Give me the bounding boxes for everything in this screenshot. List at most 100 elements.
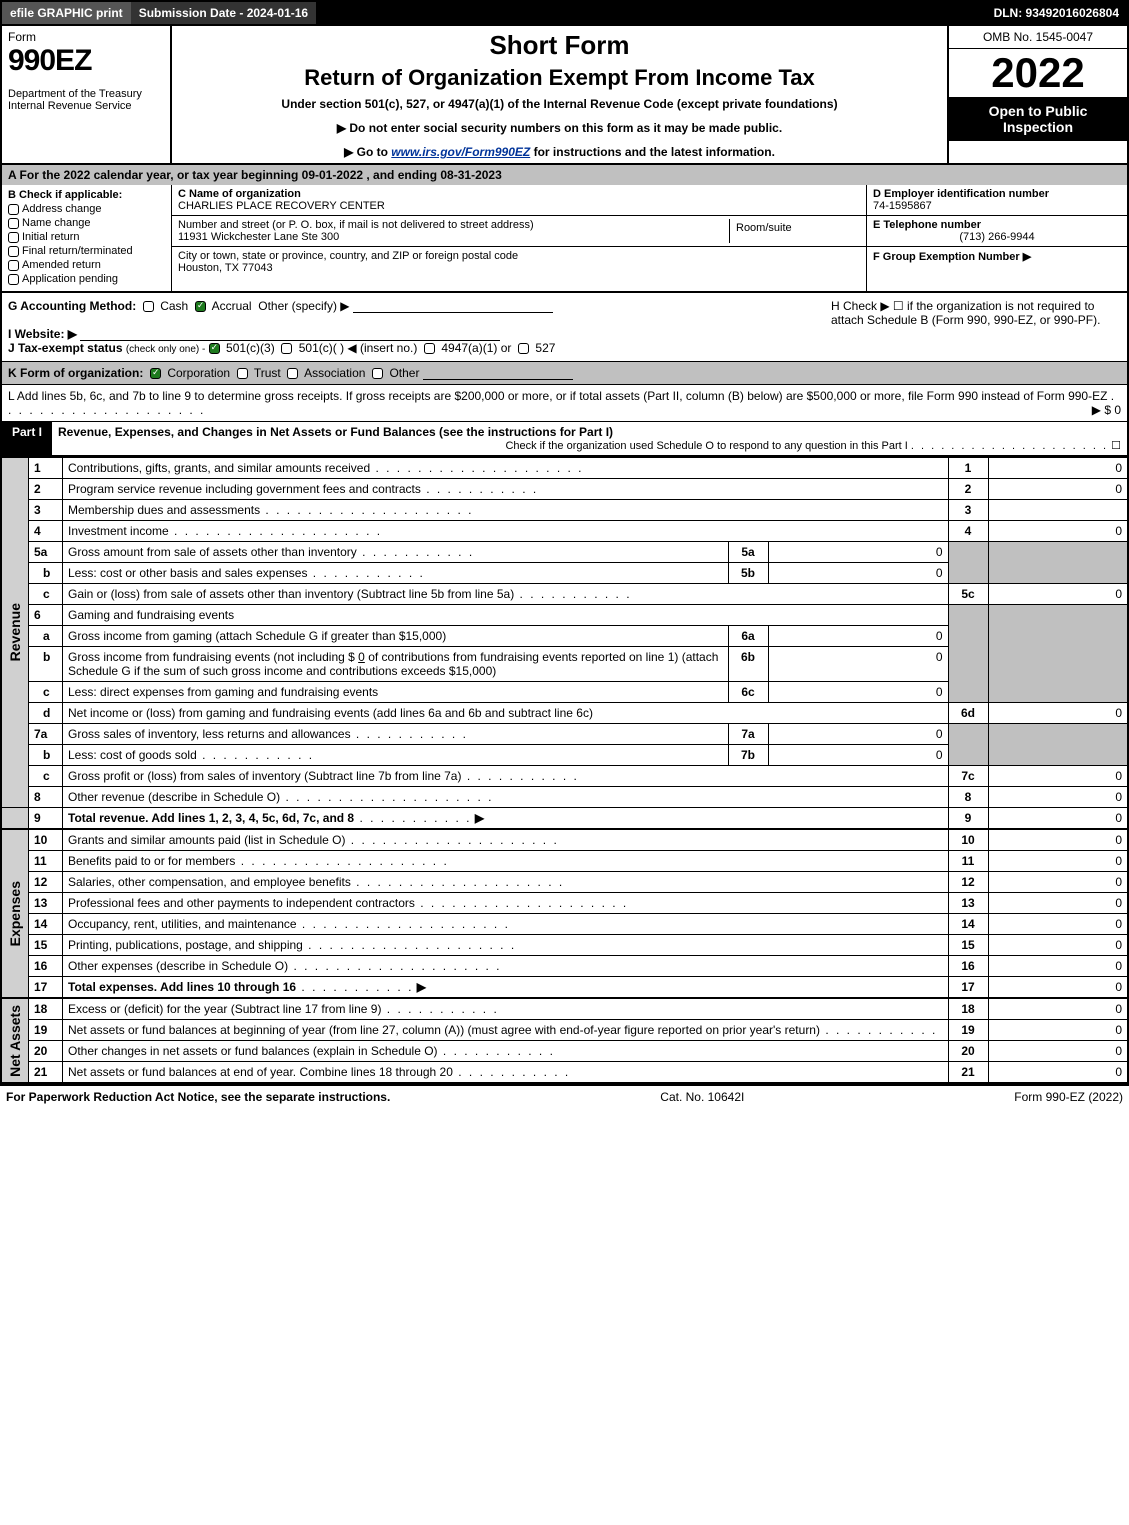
- table-row: Expenses 10 Grants and similar amounts p…: [1, 829, 1128, 851]
- opt-501c: 501(c)( ): [299, 341, 344, 355]
- opt-501c3: 501(c)(3): [226, 341, 275, 355]
- corp-label: Corporation: [167, 366, 230, 380]
- check-only-one: (check only one) -: [126, 344, 205, 355]
- check-amended-return[interactable]: Amended return: [8, 259, 165, 271]
- table-row: 20 Other changes in net assets or fund b…: [1, 1041, 1128, 1062]
- table-row: 16 Other expenses (describe in Schedule …: [1, 956, 1128, 977]
- table-row: Net Assets 18 Excess or (deficit) for th…: [1, 998, 1128, 1020]
- checkbox-icon[interactable]: [287, 368, 298, 379]
- phone-label: E Telephone number: [873, 219, 981, 231]
- part-i-check-text: Check if the organization used Schedule …: [505, 440, 907, 452]
- checkbox-icon[interactable]: [372, 368, 383, 379]
- website-label: I Website: ▶: [8, 327, 77, 341]
- expenses-sidelabel: Expenses: [7, 881, 23, 946]
- phone-value: (713) 266-9944: [873, 231, 1121, 243]
- other-field[interactable]: [423, 368, 573, 380]
- dots: [911, 440, 1108, 452]
- section-c-wrapper: C Name of organization CHARLIES PLACE RE…: [172, 185, 1127, 291]
- revenue-sidelabel: Revenue: [7, 603, 23, 661]
- check-name-change[interactable]: Name change: [8, 217, 165, 229]
- group-exemption-label: F Group Exemption Number ▶: [873, 251, 1031, 263]
- efile-print-label[interactable]: efile GRAPHIC print: [2, 2, 131, 24]
- checkbox-checked-icon[interactable]: [209, 343, 220, 354]
- header-center: Short Form Return of Organization Exempt…: [172, 26, 947, 163]
- checkbox-checked-icon[interactable]: [150, 368, 161, 379]
- section-gh: G Accounting Method: Cash Accrual Other …: [0, 293, 1129, 362]
- other-specify-label: Other (specify) ▶: [258, 299, 349, 313]
- header-right: OMB No. 1545-0047 2022 Open to Public In…: [947, 26, 1127, 163]
- checkbox-icon[interactable]: [8, 232, 19, 243]
- section-k: K Form of organization: Corporation Trus…: [0, 362, 1129, 385]
- table-row: 4 Investment income 4 0: [1, 521, 1128, 542]
- checkbox-icon[interactable]: [237, 368, 248, 379]
- table-row: Revenue 1 Contributions, gifts, grants, …: [1, 458, 1128, 479]
- top-bar: efile GRAPHIC print Submission Date - 20…: [0, 0, 1129, 26]
- checkbox-icon[interactable]: [8, 246, 19, 257]
- section-b-header: B Check if applicable:: [8, 189, 122, 201]
- opt-527: 527: [535, 341, 555, 355]
- check-final-return[interactable]: Final return/terminated: [8, 245, 165, 257]
- checkbox-icon[interactable]: [281, 343, 292, 354]
- fundraising-amount: 0: [358, 650, 365, 664]
- table-row: 21 Net assets or fund balances at end of…: [1, 1062, 1128, 1084]
- website-field[interactable]: [80, 329, 500, 341]
- dln-label: DLN: 93492016026804: [986, 2, 1127, 24]
- org-name-value: CHARLIES PLACE RECOVERY CENTER: [178, 200, 385, 212]
- check-initial-return[interactable]: Initial return: [8, 231, 165, 243]
- checkbox-icon[interactable]: [143, 301, 154, 312]
- form-subtitle: Return of Organization Exempt From Incom…: [182, 65, 937, 91]
- trust-label: Trust: [254, 366, 281, 380]
- checkbox-icon[interactable]: [8, 274, 19, 285]
- form-ref: Form 990-EZ (2022): [1014, 1090, 1123, 1104]
- table-row: 11 Benefits paid to or for members 11 0: [1, 851, 1128, 872]
- table-row: 2 Program service revenue including gove…: [1, 479, 1128, 500]
- table-row: c Gross profit or (loss) from sales of i…: [1, 766, 1128, 787]
- tax-year: 2022: [949, 49, 1127, 97]
- table-row: 15 Printing, publications, postage, and …: [1, 935, 1128, 956]
- ssn-warning: ▶ Do not enter social security numbers o…: [182, 121, 937, 135]
- checkbox-icon[interactable]: [518, 343, 529, 354]
- section-c: C Name of organization CHARLIES PLACE RE…: [172, 185, 867, 291]
- netassets-sidelabel: Net Assets: [7, 1005, 23, 1077]
- open-to-public: Open to Public Inspection: [949, 97, 1127, 141]
- opt-4947: 4947(a)(1) or: [441, 341, 511, 355]
- other-label: Other: [389, 366, 419, 380]
- ein-label: D Employer identification number: [873, 188, 1049, 200]
- page-footer: For Paperwork Reduction Act Notice, see …: [0, 1084, 1129, 1108]
- checkbox-icon[interactable]: [8, 260, 19, 271]
- part-i-checkbox[interactable]: ☐: [1111, 440, 1121, 452]
- checkbox-icon[interactable]: [8, 204, 19, 215]
- under-section-text: Under section 501(c), 527, or 4947(a)(1)…: [182, 97, 937, 111]
- checkbox-checked-icon[interactable]: [195, 301, 206, 312]
- checkbox-icon[interactable]: [424, 343, 435, 354]
- form-number: 990EZ: [8, 44, 164, 78]
- row-a-tax-year: A For the 2022 calendar year, or tax yea…: [0, 165, 1129, 185]
- table-row: d Net income or (loss) from gaming and f…: [1, 703, 1128, 724]
- part-i-label: Part I: [2, 422, 52, 455]
- insert-no: ◀ (insert no.): [347, 341, 417, 355]
- department-label: Department of the Treasury Internal Reve…: [8, 88, 164, 112]
- accounting-method-label: G Accounting Method:: [8, 299, 136, 313]
- form-title: Short Form: [182, 30, 937, 61]
- tax-exempt-label: J Tax-exempt status: [8, 341, 123, 355]
- arrow-icon: ▶: [475, 811, 484, 825]
- part-i-table: Revenue 1 Contributions, gifts, grants, …: [0, 457, 1129, 1084]
- arrow-icon: ▶: [417, 980, 426, 994]
- check-address-change[interactable]: Address change: [8, 203, 165, 215]
- table-row: 3 Membership dues and assessments 3: [1, 500, 1128, 521]
- table-row: 14 Occupancy, rent, utilities, and maint…: [1, 914, 1128, 935]
- submission-date-label: Submission Date - 2024-01-16: [131, 2, 316, 24]
- irs-link[interactable]: www.irs.gov/Form990EZ: [391, 145, 530, 159]
- other-specify-field[interactable]: [353, 301, 553, 313]
- section-h: H Check ▶ ☐ if the organization is not r…: [831, 299, 1121, 355]
- section-l-text: L Add lines 5b, 6c, and 7b to line 9 to …: [8, 389, 1107, 403]
- block-bcdef: B Check if applicable: Address change Na…: [0, 185, 1129, 293]
- street-label: Number and street (or P. O. box, if mail…: [178, 219, 534, 231]
- form-of-org-label: K Form of organization:: [8, 366, 143, 380]
- checkbox-icon[interactable]: [8, 218, 19, 229]
- goto-link-row: ▶ Go to www.irs.gov/Form990EZ for instru…: [182, 145, 937, 159]
- section-def: D Employer identification number 74-1595…: [867, 185, 1127, 291]
- table-row: 17 Total expenses. Add lines 10 through …: [1, 977, 1128, 999]
- check-application-pending[interactable]: Application pending: [8, 273, 165, 285]
- section-l-amount: ▶ $ 0: [1092, 403, 1121, 417]
